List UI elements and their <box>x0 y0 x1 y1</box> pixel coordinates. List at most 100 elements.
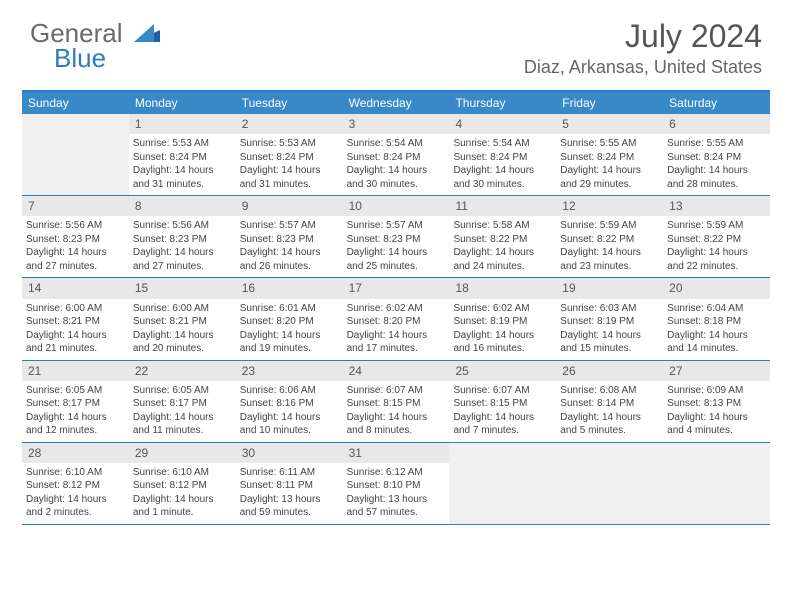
day-number: 16 <box>236 278 343 298</box>
sunrise-text: Sunrise: 6:04 AM <box>667 302 766 316</box>
daylight-text: Daylight: 14 hours and 1 minute. <box>133 493 232 520</box>
daylight-text: Daylight: 14 hours and 8 minutes. <box>347 411 446 438</box>
daylight-text: Daylight: 14 hours and 19 minutes. <box>240 329 339 356</box>
day-number <box>449 443 556 463</box>
sunset-text: Sunset: 8:23 PM <box>26 233 125 247</box>
daylight-text: Daylight: 14 hours and 10 minutes. <box>240 411 339 438</box>
sunrise-text: Sunrise: 6:07 AM <box>347 384 446 398</box>
day-cell: 11Sunrise: 5:58 AMSunset: 8:22 PMDayligh… <box>449 196 556 277</box>
sunset-text: Sunset: 8:13 PM <box>667 397 766 411</box>
sunrise-text: Sunrise: 6:02 AM <box>453 302 552 316</box>
day-cell <box>449 443 556 524</box>
day-number: 15 <box>129 278 236 298</box>
day-number: 12 <box>556 196 663 216</box>
daylight-text: Daylight: 14 hours and 16 minutes. <box>453 329 552 356</box>
daylight-text: Daylight: 14 hours and 30 minutes. <box>347 164 446 191</box>
sunset-text: Sunset: 8:14 PM <box>560 397 659 411</box>
sunrise-text: Sunrise: 6:10 AM <box>26 466 125 480</box>
day-cell: 15Sunrise: 6:00 AMSunset: 8:21 PMDayligh… <box>129 278 236 359</box>
daylight-text: Daylight: 14 hours and 29 minutes. <box>560 164 659 191</box>
day-cell: 26Sunrise: 6:08 AMSunset: 8:14 PMDayligh… <box>556 361 663 442</box>
week-row: 14Sunrise: 6:00 AMSunset: 8:21 PMDayligh… <box>22 278 770 360</box>
day-number: 24 <box>343 361 450 381</box>
daylight-text: Daylight: 14 hours and 20 minutes. <box>133 329 232 356</box>
sunrise-text: Sunrise: 6:02 AM <box>347 302 446 316</box>
day-cell: 13Sunrise: 5:59 AMSunset: 8:22 PMDayligh… <box>663 196 770 277</box>
day-number: 9 <box>236 196 343 216</box>
daylight-text: Daylight: 14 hours and 5 minutes. <box>560 411 659 438</box>
daylight-text: Daylight: 14 hours and 11 minutes. <box>133 411 232 438</box>
sunrise-text: Sunrise: 6:00 AM <box>26 302 125 316</box>
day-cell: 27Sunrise: 6:09 AMSunset: 8:13 PMDayligh… <box>663 361 770 442</box>
logo: General Blue <box>30 18 160 74</box>
sunrise-text: Sunrise: 5:53 AM <box>240 137 339 151</box>
sunrise-text: Sunrise: 5:59 AM <box>667 219 766 233</box>
day-content: Sunrise: 6:10 AMSunset: 8:12 PMDaylight:… <box>22 463 129 524</box>
sunrise-text: Sunrise: 5:55 AM <box>667 137 766 151</box>
daylight-text: Daylight: 14 hours and 31 minutes. <box>240 164 339 191</box>
sunset-text: Sunset: 8:22 PM <box>667 233 766 247</box>
day-number: 1 <box>129 114 236 134</box>
daylight-text: Daylight: 14 hours and 15 minutes. <box>560 329 659 356</box>
title-block: July 2024 Diaz, Arkansas, United States <box>524 18 762 78</box>
day-number: 27 <box>663 361 770 381</box>
day-content: Sunrise: 6:03 AMSunset: 8:19 PMDaylight:… <box>556 299 663 360</box>
location-text: Diaz, Arkansas, United States <box>524 57 762 78</box>
daylight-text: Daylight: 14 hours and 28 minutes. <box>667 164 766 191</box>
day-content: Sunrise: 6:09 AMSunset: 8:13 PMDaylight:… <box>663 381 770 442</box>
day-cell: 18Sunrise: 6:02 AMSunset: 8:19 PMDayligh… <box>449 278 556 359</box>
sunset-text: Sunset: 8:22 PM <box>453 233 552 247</box>
day-number: 7 <box>22 196 129 216</box>
sunrise-text: Sunrise: 5:57 AM <box>240 219 339 233</box>
sunrise-text: Sunrise: 6:10 AM <box>133 466 232 480</box>
sunset-text: Sunset: 8:12 PM <box>26 479 125 493</box>
day-number <box>663 443 770 463</box>
week-row: 1Sunrise: 5:53 AMSunset: 8:24 PMDaylight… <box>22 114 770 196</box>
sunset-text: Sunset: 8:17 PM <box>26 397 125 411</box>
sunset-text: Sunset: 8:18 PM <box>667 315 766 329</box>
sunset-text: Sunset: 8:24 PM <box>240 151 339 165</box>
day-content: Sunrise: 5:53 AMSunset: 8:24 PMDaylight:… <box>129 134 236 195</box>
day-header-monday: Monday <box>129 92 236 114</box>
day-cell: 2Sunrise: 5:53 AMSunset: 8:24 PMDaylight… <box>236 114 343 195</box>
day-cell: 21Sunrise: 6:05 AMSunset: 8:17 PMDayligh… <box>22 361 129 442</box>
day-number: 4 <box>449 114 556 134</box>
sunset-text: Sunset: 8:20 PM <box>240 315 339 329</box>
sunset-text: Sunset: 8:21 PM <box>133 315 232 329</box>
day-content: Sunrise: 6:08 AMSunset: 8:14 PMDaylight:… <box>556 381 663 442</box>
sunset-text: Sunset: 8:23 PM <box>347 233 446 247</box>
week-row: 7Sunrise: 5:56 AMSunset: 8:23 PMDaylight… <box>22 196 770 278</box>
sunrise-text: Sunrise: 6:05 AM <box>26 384 125 398</box>
day-cell: 31Sunrise: 6:12 AMSunset: 8:10 PMDayligh… <box>343 443 450 524</box>
day-number: 26 <box>556 361 663 381</box>
sunrise-text: Sunrise: 5:55 AM <box>560 137 659 151</box>
daylight-text: Daylight: 14 hours and 21 minutes. <box>26 329 125 356</box>
daylight-text: Daylight: 14 hours and 26 minutes. <box>240 246 339 273</box>
sunset-text: Sunset: 8:15 PM <box>453 397 552 411</box>
sunset-text: Sunset: 8:24 PM <box>667 151 766 165</box>
sunrise-text: Sunrise: 5:58 AM <box>453 219 552 233</box>
day-number: 23 <box>236 361 343 381</box>
day-content: Sunrise: 5:55 AMSunset: 8:24 PMDaylight:… <box>663 134 770 195</box>
day-content: Sunrise: 6:00 AMSunset: 8:21 PMDaylight:… <box>129 299 236 360</box>
sunrise-text: Sunrise: 5:53 AM <box>133 137 232 151</box>
day-content: Sunrise: 6:12 AMSunset: 8:10 PMDaylight:… <box>343 463 450 524</box>
sunset-text: Sunset: 8:19 PM <box>560 315 659 329</box>
day-number: 5 <box>556 114 663 134</box>
day-content: Sunrise: 5:56 AMSunset: 8:23 PMDaylight:… <box>129 216 236 277</box>
daylight-text: Daylight: 13 hours and 59 minutes. <box>240 493 339 520</box>
sunset-text: Sunset: 8:21 PM <box>26 315 125 329</box>
sunset-text: Sunset: 8:23 PM <box>240 233 339 247</box>
day-cell: 29Sunrise: 6:10 AMSunset: 8:12 PMDayligh… <box>129 443 236 524</box>
sunset-text: Sunset: 8:11 PM <box>240 479 339 493</box>
sunrise-text: Sunrise: 5:54 AM <box>347 137 446 151</box>
day-cell: 6Sunrise: 5:55 AMSunset: 8:24 PMDaylight… <box>663 114 770 195</box>
day-header-saturday: Saturday <box>663 92 770 114</box>
day-cell: 8Sunrise: 5:56 AMSunset: 8:23 PMDaylight… <box>129 196 236 277</box>
sunset-text: Sunset: 8:12 PM <box>133 479 232 493</box>
sunrise-text: Sunrise: 5:54 AM <box>453 137 552 151</box>
day-number: 18 <box>449 278 556 298</box>
day-number <box>22 114 129 134</box>
day-content: Sunrise: 5:58 AMSunset: 8:22 PMDaylight:… <box>449 216 556 277</box>
sunrise-text: Sunrise: 6:03 AM <box>560 302 659 316</box>
